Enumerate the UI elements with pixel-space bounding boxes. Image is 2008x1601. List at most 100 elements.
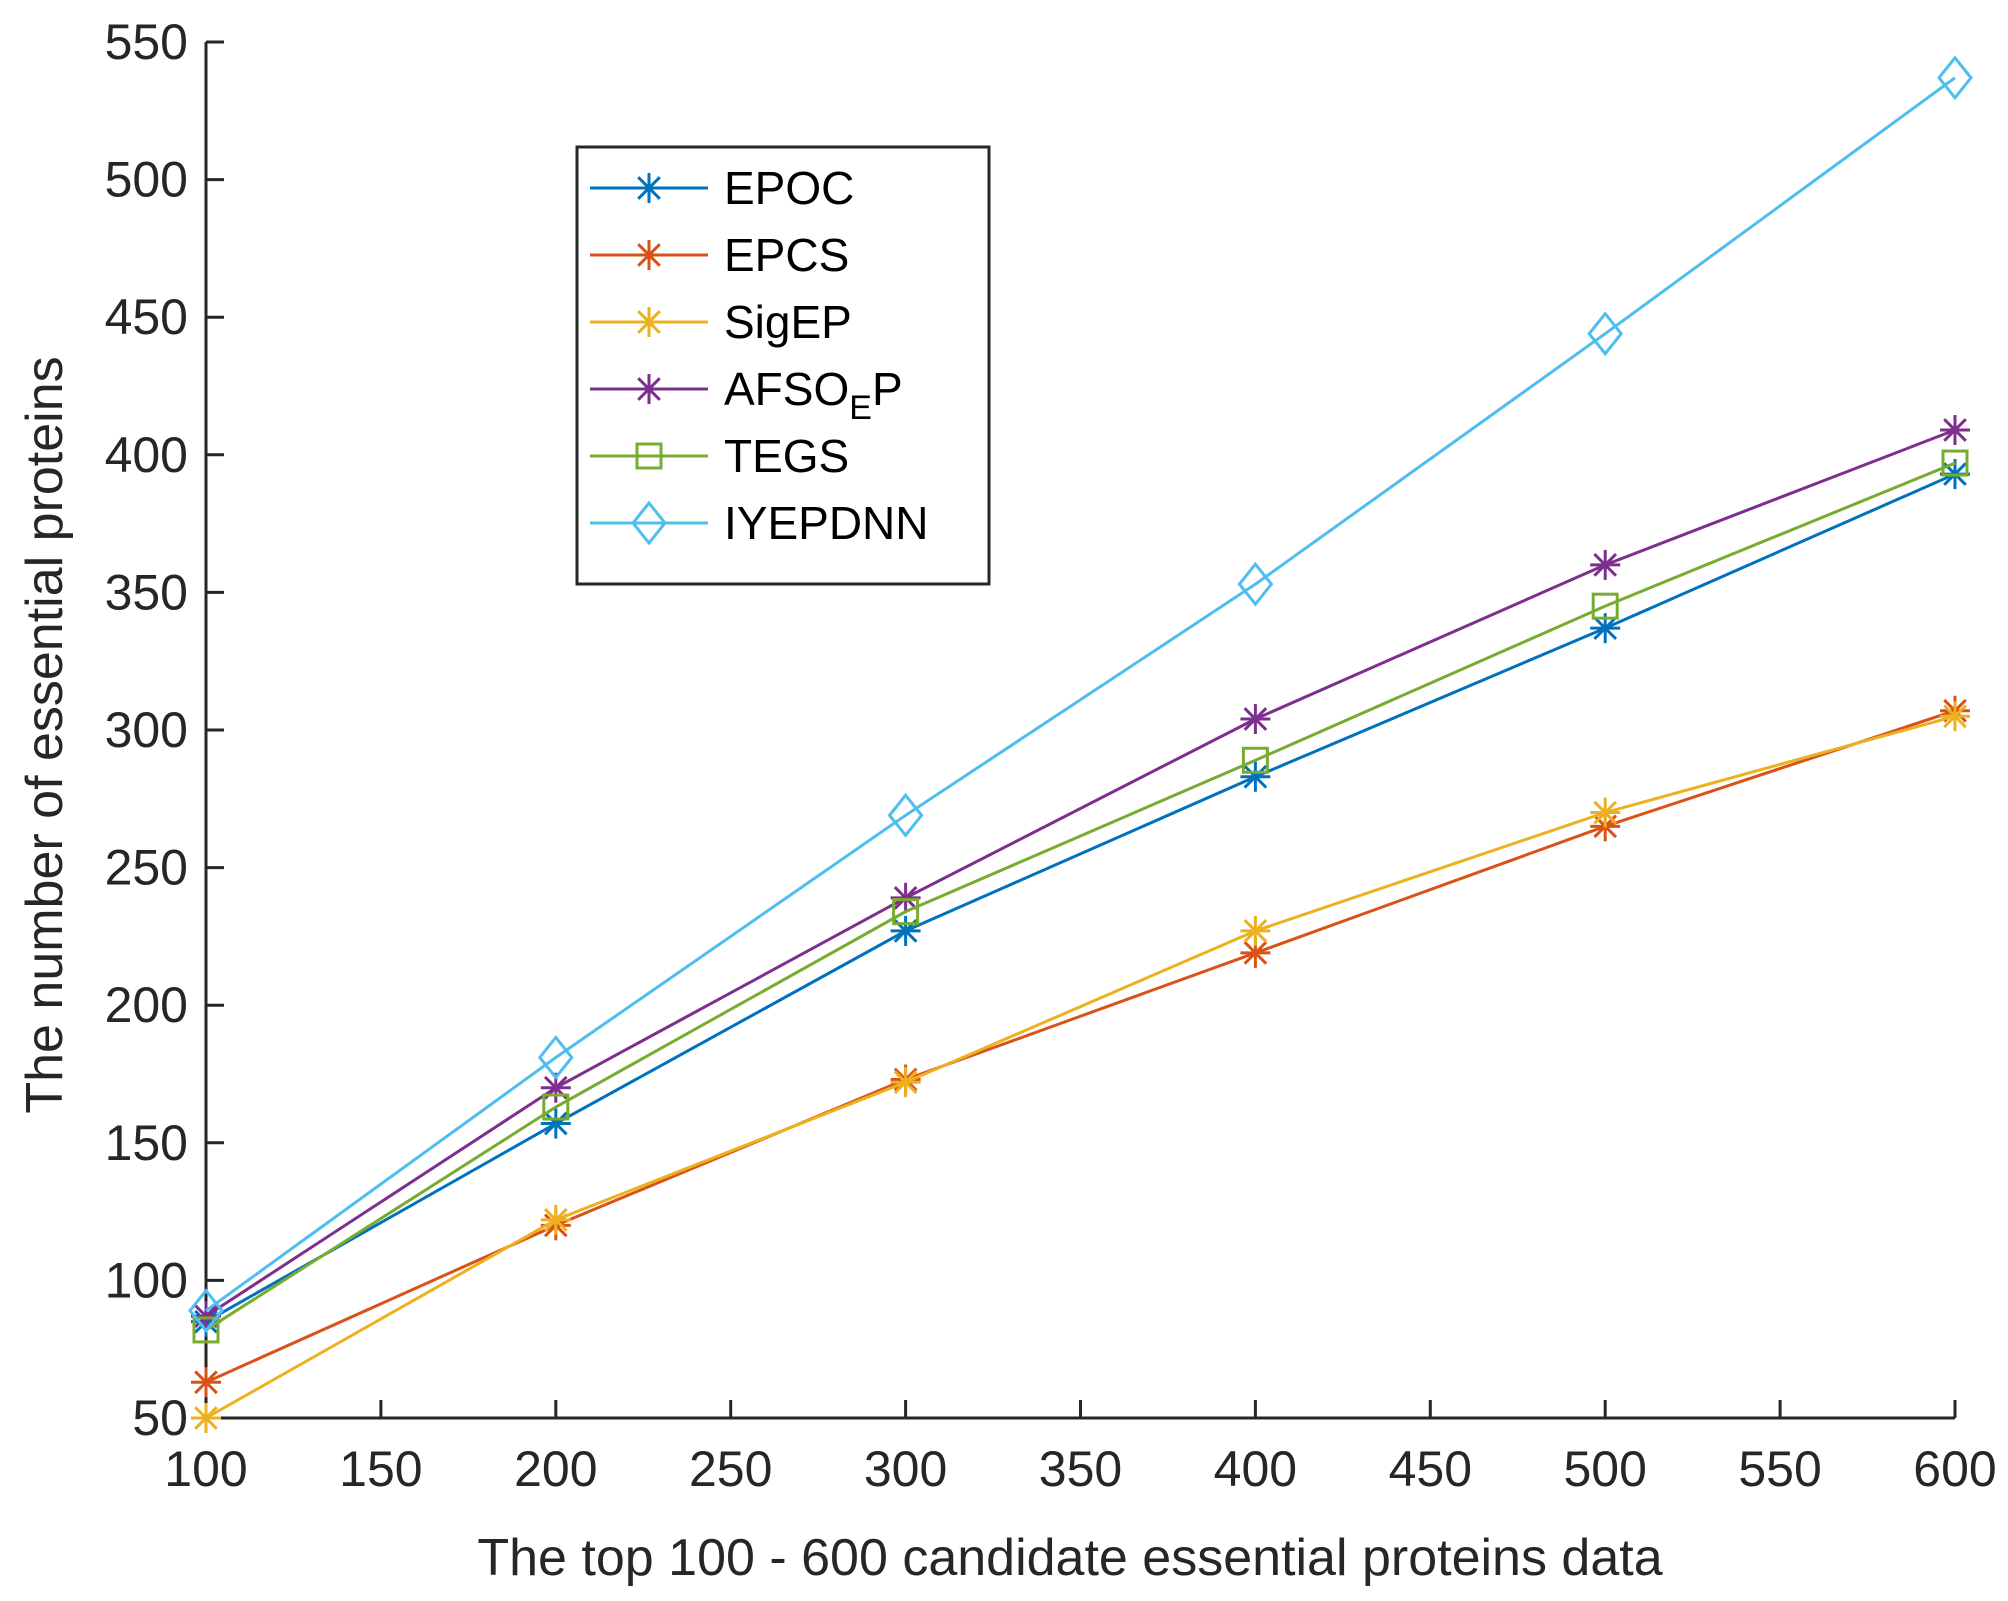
x-tick-label: 250 <box>689 1441 772 1497</box>
data-point-afsoep <box>1590 549 1621 580</box>
legend-marker <box>634 240 664 270</box>
y-tick-label: 200 <box>105 977 188 1033</box>
series-line-epoc <box>205 472 1956 1323</box>
x-tick-label: 450 <box>1389 1441 1472 1497</box>
data-point-afsoep <box>1940 415 1970 446</box>
legend-marker <box>635 442 663 470</box>
series-epoc <box>191 459 1970 1337</box>
marker-stroke <box>1593 553 1618 577</box>
legend-marker <box>634 173 664 203</box>
marker-stroke <box>1243 764 1268 789</box>
data-point-epoc <box>540 1108 571 1139</box>
marker-stroke <box>893 886 918 910</box>
legend-label: TEGS <box>724 430 849 482</box>
legend-marker <box>634 374 664 404</box>
x-tick-label: 600 <box>1913 1441 1996 1497</box>
data-point-tegs <box>1591 592 1619 620</box>
data-point-iyepdnn <box>1937 55 1973 101</box>
marker-shape <box>1237 561 1274 607</box>
marker-stroke <box>194 1406 218 1430</box>
legend-item-sigep: SigEP <box>590 296 852 348</box>
data-point-iyepdnn <box>1587 311 1624 357</box>
data-point-epcs <box>191 1367 221 1398</box>
y-tick-label: 250 <box>105 840 188 896</box>
legend-label: EPOC <box>724 162 854 214</box>
series-iyepdnn <box>188 55 1973 1334</box>
y-tick-label: 50 <box>132 1390 188 1446</box>
data-point-sigep <box>1590 797 1621 828</box>
x-tick-label: 550 <box>1738 1441 1821 1497</box>
legend-item-epcs: EPCS <box>590 229 849 281</box>
x-tick-label: 500 <box>1563 1441 1646 1497</box>
marker-stroke <box>1943 418 1967 442</box>
marker-shape <box>635 442 663 470</box>
x-tick-label: 400 <box>1214 1441 1297 1497</box>
data-point-tegs <box>1241 746 1269 774</box>
legend-label: EPCS <box>724 229 849 281</box>
legend-marker <box>631 500 667 546</box>
data-point-sigep <box>1940 701 1970 732</box>
legend-box <box>575 145 991 586</box>
marker-shape <box>1241 746 1269 774</box>
marker-shape <box>1937 55 1973 101</box>
y-tick-label: 400 <box>105 427 188 483</box>
series-afsoep <box>191 415 1970 1332</box>
x-axis-label: The top 100 - 600 candidate essential pr… <box>477 1529 1662 1587</box>
axes: 100 150 200 250 300 350 400 450 500 550 6005010015… <box>105 14 1997 1497</box>
legend-label: SigEP <box>724 296 852 348</box>
marker-stroke <box>637 310 661 334</box>
series-line-epcs <box>205 709 1956 1384</box>
data-point-sigep <box>890 1067 921 1098</box>
series-layer <box>188 55 1973 1433</box>
legend-item-afsoep: AFSOEP <box>590 363 903 427</box>
marker-shape <box>631 500 667 546</box>
legend-label: AFSOEP <box>724 363 903 427</box>
x-tick-label: 100 <box>164 1441 247 1497</box>
data-point-afsoep <box>1240 703 1271 734</box>
x-tick-label: 200 <box>514 1441 597 1497</box>
legend-label: IYEPDNN <box>724 497 928 549</box>
marker-shape <box>537 1035 574 1080</box>
data-point-tegs <box>892 898 920 926</box>
legend-marker <box>634 307 664 337</box>
data-point-afsoep <box>890 882 921 913</box>
data-point-sigep <box>191 1403 221 1433</box>
data-point-epoc <box>1240 761 1271 792</box>
series-line-iyepdnn <box>205 76 1956 1312</box>
y-tick-label: 300 <box>105 702 188 758</box>
marker-shape <box>1591 592 1619 620</box>
marker-shape <box>542 1093 570 1121</box>
y-tick-label: 100 <box>105 1252 188 1308</box>
marker-stroke <box>1243 919 1268 943</box>
data-point-iyepdnn <box>188 1288 224 1334</box>
y-tick-label: 550 <box>105 14 188 70</box>
data-point-iyepdnn <box>537 1035 574 1080</box>
data-point-sigep <box>540 1204 571 1235</box>
marker-stroke <box>543 1111 568 1136</box>
marker-stroke <box>637 377 661 401</box>
x-tick-label: 150 <box>339 1441 422 1497</box>
y-tick-label: 450 <box>105 289 188 345</box>
marker-stroke <box>543 1207 568 1232</box>
data-point-tegs <box>192 1316 220 1344</box>
marker-stroke <box>637 243 661 267</box>
series-sigep <box>191 701 1970 1433</box>
x-tick-label: 300 <box>864 1441 947 1497</box>
y-tick-label: 350 <box>105 564 188 620</box>
series-tegs <box>192 449 1969 1344</box>
data-point-tegs <box>542 1093 570 1121</box>
marker-stroke <box>1593 616 1618 641</box>
series-line-tegs <box>205 461 1956 1332</box>
marker-stroke <box>1243 707 1268 731</box>
marker-shape <box>192 1316 220 1344</box>
marker-shape <box>892 898 920 926</box>
marker-stroke <box>1943 704 1967 729</box>
marker-shape <box>1587 311 1624 357</box>
legend-item-epoc: EPOC <box>590 162 854 214</box>
x-tick-label: 350 <box>1039 1441 1122 1497</box>
legend-item-iyepdnn: IYEPDNN <box>590 497 928 549</box>
data-point-iyepdnn <box>887 792 924 838</box>
marker-shape <box>887 792 924 838</box>
